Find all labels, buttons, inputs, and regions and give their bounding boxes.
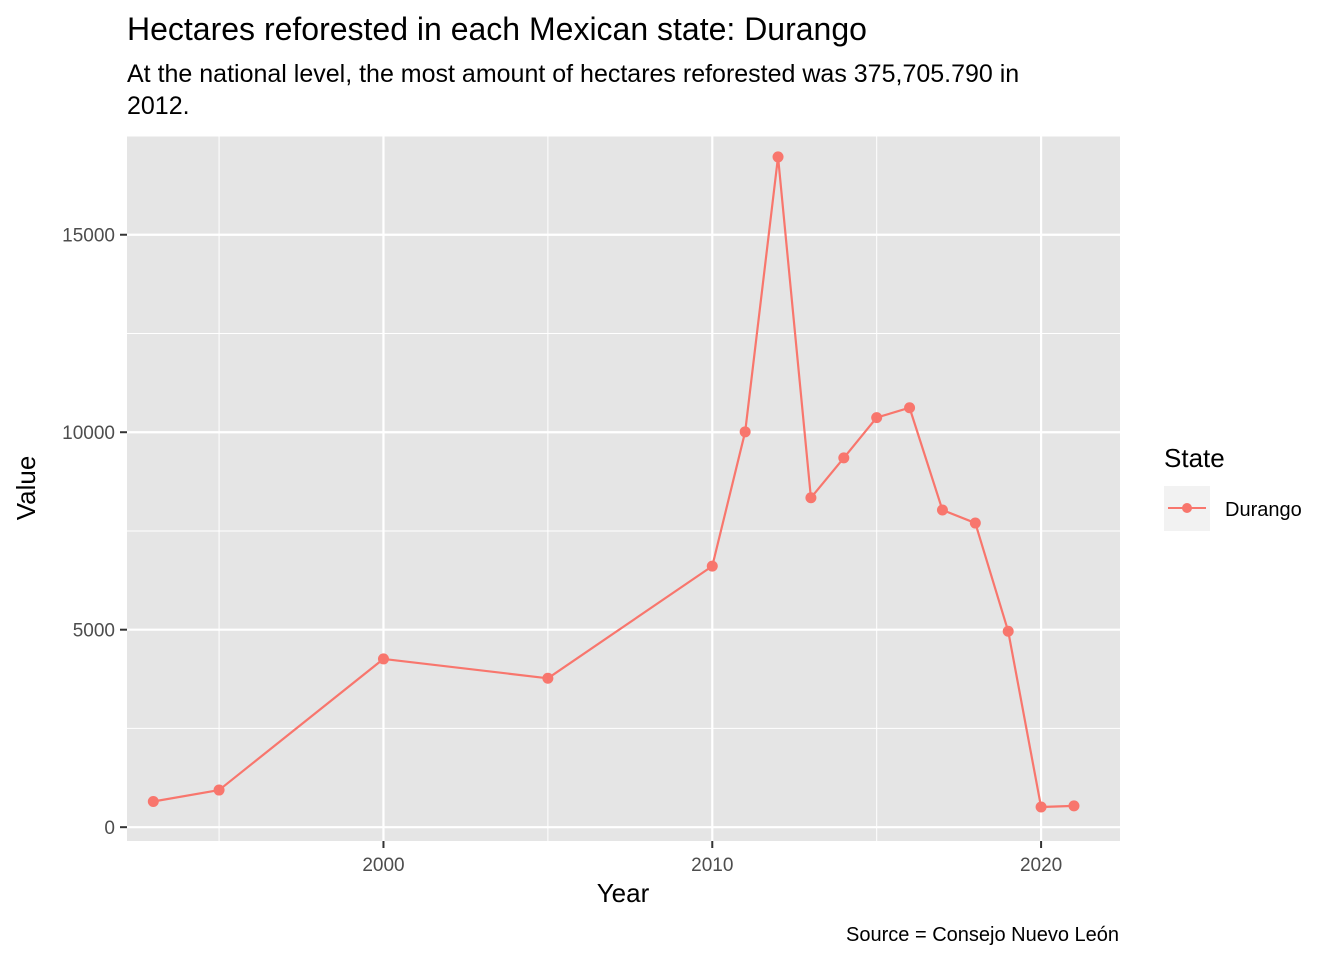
y-axis-title: Value (11, 456, 41, 521)
x-axis-title: Year (597, 878, 650, 908)
y-tick-label: 10000 (62, 423, 115, 444)
legend: State Durango (1164, 443, 1302, 531)
data-point (871, 412, 883, 424)
y-axis: 0 5000 10000 15000 (62, 226, 127, 839)
legend-label-durango: Durango (1225, 499, 1302, 521)
x-axis: 2000 2010 2020 (362, 841, 1062, 876)
chart-subtitle-line-1: At the national level, the most amount o… (127, 60, 1019, 88)
data-point (772, 151, 784, 163)
data-point (969, 517, 981, 529)
minor-gridlines (127, 135, 1120, 841)
y-tick-label: 5000 (73, 621, 115, 642)
series-durango (147, 151, 1080, 813)
series-line (153, 155, 1075, 809)
chart-subtitle-line-2: 2012. (127, 92, 190, 120)
data-point (706, 560, 718, 572)
data-point (213, 784, 225, 796)
data-point (147, 796, 159, 808)
x-tick-label: 2000 (362, 855, 404, 876)
y-tick-label: 0 (104, 818, 115, 839)
y-tick-label: 15000 (62, 226, 115, 247)
major-gridlines (127, 136, 1120, 841)
data-point (739, 426, 751, 438)
data-point (542, 672, 554, 684)
x-tick-label: 2010 (691, 855, 733, 876)
data-point (1002, 625, 1014, 637)
legend-key-point (1182, 503, 1192, 513)
chart-title: Hectares reforested in each Mexican stat… (127, 11, 867, 47)
data-point (838, 452, 850, 464)
data-point (1035, 801, 1047, 813)
data-point (805, 492, 817, 504)
data-point (377, 653, 389, 665)
plot-panel (127, 136, 1120, 841)
x-tick-label: 2020 (1020, 855, 1062, 876)
chart-caption: Source = Consejo Nuevo León (846, 924, 1119, 946)
legend-title: State (1164, 443, 1225, 473)
data-point (936, 504, 948, 516)
data-point (1068, 800, 1080, 812)
data-point (904, 402, 916, 414)
